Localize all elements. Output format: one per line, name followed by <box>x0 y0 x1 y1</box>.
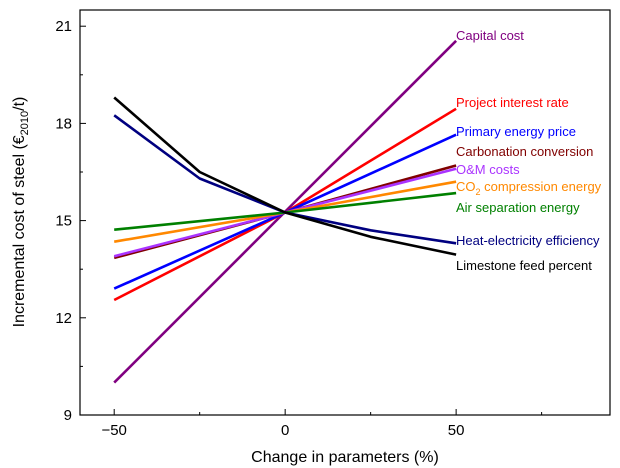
y-tick-label: 15 <box>55 213 72 230</box>
series-label: Capital cost <box>456 28 524 43</box>
series-line <box>113 96 457 256</box>
x-tick-label: −50 <box>101 422 126 439</box>
x-tick-label: 0 <box>281 422 289 439</box>
series-label: Primary energy price <box>456 124 576 139</box>
y-tick-label: 12 <box>55 310 72 327</box>
y-axis-title-sub: 2010 <box>19 111 31 135</box>
series-line <box>113 107 457 302</box>
axis-ticks: −50 0 50 9 12 15 18 21 <box>55 18 543 439</box>
y-tick-label: 21 <box>55 18 72 35</box>
series-lines <box>113 39 458 384</box>
series-label: Limestone feed percent <box>456 258 592 273</box>
series-label: Air separation energy <box>456 200 580 215</box>
y-axis-title: Incremental cost of steel (€2010/t) <box>11 97 31 328</box>
series-label: Project interest rate <box>456 95 569 110</box>
y-tick-label: 9 <box>64 407 72 424</box>
series-labels: Capital cost Project interest rate Primary… <box>456 28 602 273</box>
plot-frame <box>79 9 611 416</box>
x-axis-title: Change in parameters (%) <box>251 449 439 466</box>
y-tick-label: 18 <box>55 115 72 132</box>
y-axis-title-end: /t) <box>11 97 28 111</box>
series-label: CO2 compression energy <box>456 179 602 197</box>
series-label: Carbonation conversion <box>456 144 593 159</box>
series-label: O&M costs <box>456 162 520 177</box>
y-axis-title-main: Incremental cost of steel (€ <box>11 135 28 327</box>
series-label: Heat-electricity efficiency <box>456 233 600 248</box>
x-tick-label: 50 <box>448 422 465 439</box>
